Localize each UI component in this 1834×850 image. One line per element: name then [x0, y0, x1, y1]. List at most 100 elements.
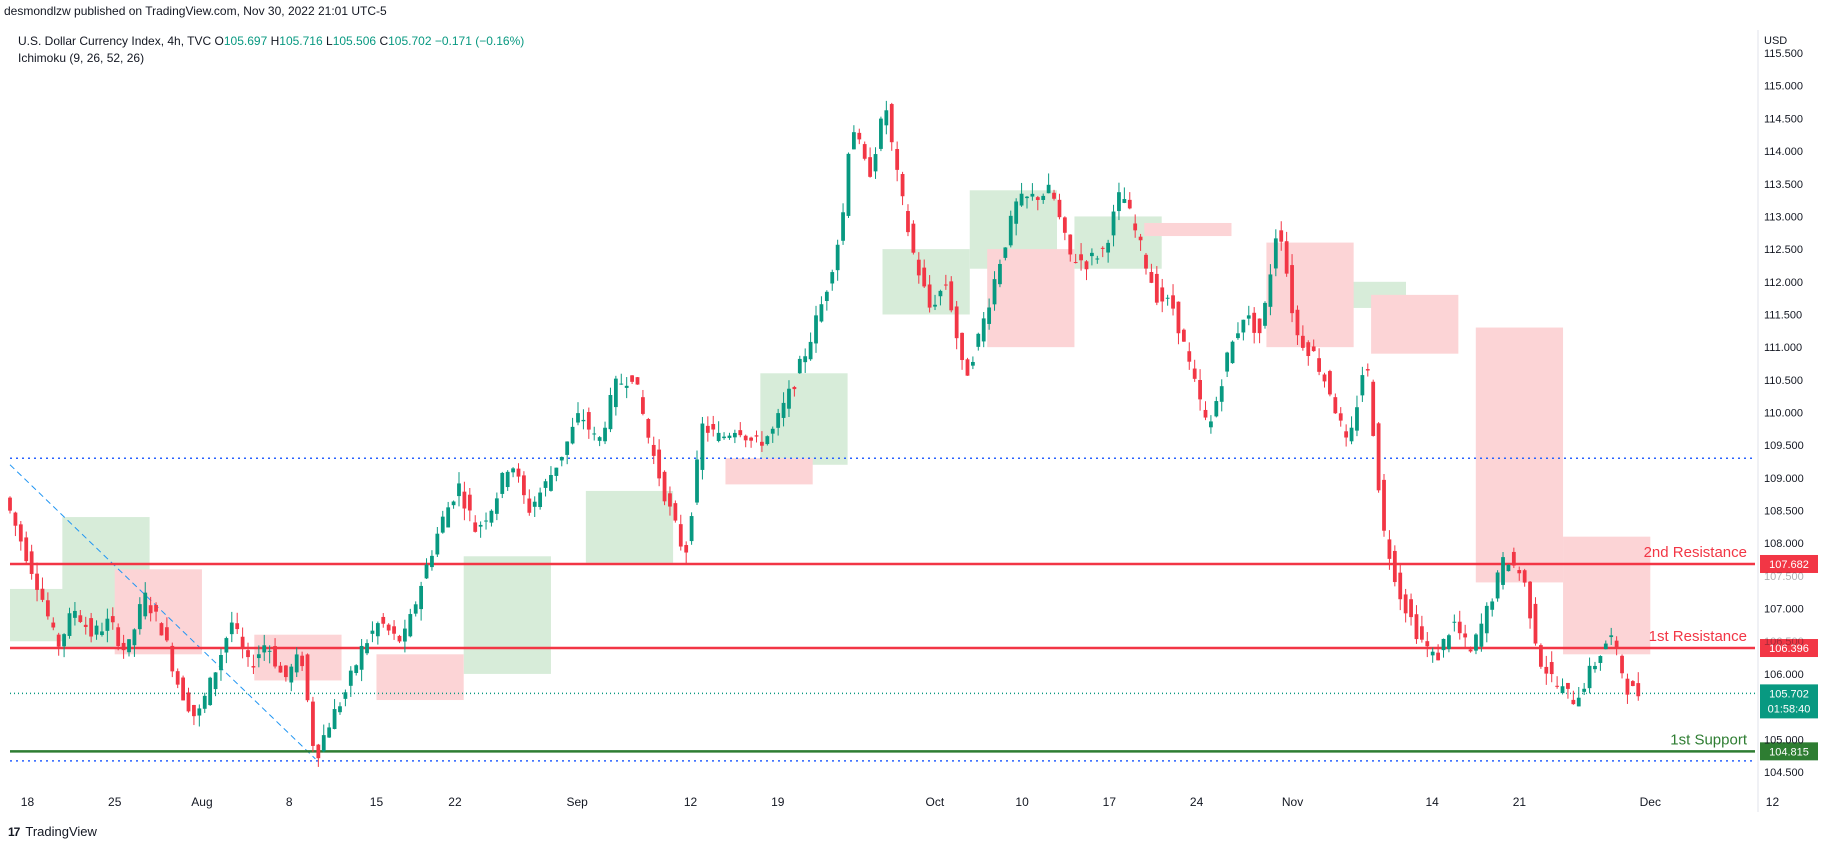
- candle-body: [170, 645, 175, 672]
- candle-body: [1403, 594, 1408, 614]
- candle-body: [1035, 197, 1040, 200]
- time-axis[interactable]: 18 25 Aug 8 15 22 Sep 12 19 Oct 10 17 24 Nov 14 21 Dec 12: [21, 795, 1780, 809]
- candle-body: [397, 635, 402, 642]
- indicator-legend[interactable]: Ichimoku (9, 26, 52, 26): [18, 51, 145, 65]
- candle-body: [770, 428, 775, 434]
- candle-body: [137, 604, 142, 630]
- candle-body: [981, 318, 986, 342]
- price-tick-label: 105.000: [1764, 734, 1804, 746]
- candle-body: [311, 701, 315, 746]
- candle-body: [765, 436, 770, 445]
- price-tick-label: 110.500: [1764, 375, 1803, 387]
- candle-body: [1463, 633, 1468, 638]
- current-price-text: 105.702: [1769, 688, 1809, 700]
- candle-body: [668, 493, 672, 507]
- price-axis[interactable]: 107.682 106.396 104.815 115.500 115.000 114.5…: [1757, 30, 1818, 812]
- level-name-label: 1st Resistance: [1649, 628, 1747, 645]
- candle-body: [392, 626, 396, 634]
- candle-body: [1495, 572, 1500, 599]
- candle-body: [51, 622, 56, 628]
- candle-body: [608, 395, 613, 430]
- level-price-text: 104.815: [1769, 746, 1809, 758]
- candle-body: [803, 356, 808, 363]
- candle-body: [1506, 564, 1511, 572]
- candle-body: [1360, 375, 1365, 396]
- candle-body: [419, 585, 424, 610]
- candle-body: [554, 467, 559, 476]
- candle-body: [824, 291, 829, 301]
- candle-body: [922, 267, 927, 287]
- candle-body: [478, 524, 483, 527]
- candle-body: [1441, 638, 1446, 651]
- candle-body: [851, 132, 856, 150]
- time-tick-label: 19: [771, 795, 785, 809]
- candle-body: [94, 625, 99, 635]
- candle-body: [1544, 666, 1549, 674]
- candle-body: [1198, 380, 1202, 400]
- candle-body: [970, 361, 975, 366]
- candle-body: [278, 665, 283, 673]
- candle-body: [862, 144, 867, 159]
- candle-body: [841, 212, 845, 241]
- candle-body: [235, 623, 240, 630]
- candle-body: [1571, 699, 1576, 705]
- candle-body: [251, 666, 256, 668]
- candle-body: [89, 618, 94, 637]
- horizontal-levels: [9, 457, 1755, 762]
- candle-body: [100, 631, 104, 636]
- candle-body: [1630, 681, 1635, 687]
- symbol-title[interactable]: U.S. Dollar Currency Index, 4h, TVC: [18, 34, 212, 48]
- low-value: 105.506: [332, 34, 377, 48]
- cloud-bull-segment: [585, 490, 674, 563]
- candle-body: [484, 520, 488, 522]
- candle-body: [900, 174, 905, 197]
- currency-label: USD: [1764, 35, 1787, 47]
- candle-body: [949, 281, 954, 311]
- candle-body: [1052, 192, 1056, 199]
- price-tick-label: 108.500: [1764, 506, 1804, 518]
- candle-body: [570, 426, 575, 444]
- candle-body: [1127, 199, 1132, 209]
- candle-body: [1117, 192, 1121, 212]
- candle-body: [370, 630, 375, 634]
- candle-body: [1474, 634, 1478, 651]
- candle-body: [1425, 641, 1430, 647]
- candle-body: [684, 545, 689, 553]
- candle-body: [154, 604, 158, 612]
- candle-body: [943, 284, 948, 286]
- candle-body: [722, 436, 726, 439]
- candle-body: [549, 475, 553, 491]
- candle-body: [565, 441, 570, 455]
- candle-body: [933, 304, 937, 307]
- level-name-label: 2nd Resistance: [1644, 544, 1747, 561]
- candle-body: [895, 149, 900, 170]
- candle-body: [1538, 645, 1543, 667]
- current-price-tag: [1760, 684, 1818, 719]
- level-labels: 2nd Resistance 1st Resistance 1st Support: [1644, 544, 1748, 748]
- candle-body: [1333, 397, 1338, 414]
- high-label: H: [270, 34, 280, 48]
- price-tick-label: 115.000: [1764, 81, 1803, 93]
- candle-body: [305, 654, 310, 701]
- candle-body: [240, 636, 245, 648]
- candle-body: [1338, 413, 1343, 421]
- candle-body: [597, 437, 602, 441]
- candle-body: [24, 537, 29, 562]
- price-tick-label: 111.500: [1764, 309, 1802, 321]
- candle-body: [705, 425, 710, 433]
- candle-body: [857, 132, 862, 140]
- candle-body: [1587, 665, 1592, 689]
- candle-body: [224, 638, 229, 653]
- time-tick-label: 21: [1513, 795, 1527, 809]
- candle-body: [1046, 184, 1051, 194]
- candle-body: [29, 551, 34, 574]
- close-label: C: [379, 34, 389, 48]
- candle-body: [1225, 352, 1230, 372]
- candle-body: [1279, 230, 1284, 242]
- candle-body: [289, 666, 294, 683]
- time-tick-label: 12: [684, 795, 698, 809]
- candle-body: [576, 413, 580, 423]
- candle-body: [1371, 381, 1376, 436]
- candle-body: [83, 624, 88, 627]
